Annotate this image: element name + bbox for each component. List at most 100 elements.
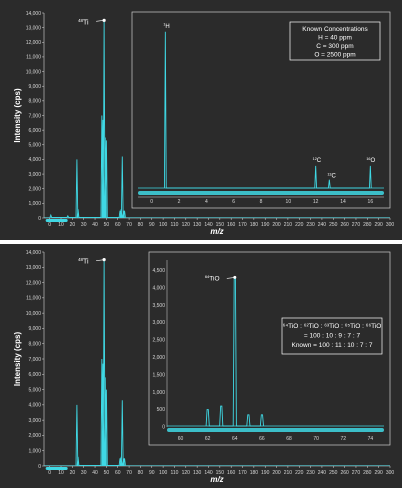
y-tick-label: 9,000 (28, 84, 41, 90)
y-tick-label: 9,000 (28, 326, 41, 332)
x-tick-label: 10 (58, 222, 64, 228)
inset-y-tick-label: 500 (157, 407, 166, 413)
x-tick-label: 280 (363, 470, 372, 476)
x-tick-label: 220 (295, 470, 304, 476)
y-axis-title: Intensity (cps) (13, 88, 22, 143)
x-tick-label: 50 (104, 470, 110, 476)
x-tick-label: 180 (250, 470, 259, 476)
inset-y-tick-label: 4,500 (152, 268, 165, 274)
legend-entry: C = 300 ppm (316, 43, 353, 50)
x-tick-label: 280 (363, 222, 372, 228)
inset-peak-marker-leader (226, 277, 235, 279)
x-tick-label: 100 (159, 470, 168, 476)
inset-peak-label: 64TiO (205, 274, 220, 282)
x-scrollbar-thumb[interactable] (45, 219, 68, 222)
inset-x-tick-label: 72 (341, 436, 347, 442)
y-tick-label: 4,000 (28, 403, 41, 409)
top-chart-svg: 0 1,000 2,000 3,000 4,000 5,000 6,000 7,000 8,00… (13, 11, 394, 236)
x-tick-label: 200 (272, 222, 281, 228)
y-tick-label: 14,000 (26, 11, 42, 17)
inset-frame (148, 251, 391, 446)
y-tick-label: 14,000 (26, 250, 42, 256)
peak-marker-leader (96, 20, 105, 22)
x-tick-label: 240 (318, 470, 327, 476)
x-tick-label: 220 (295, 222, 304, 228)
y-tick-label: 13,000 (26, 25, 42, 31)
y-tick-label: 7,000 (28, 357, 41, 363)
y-tick-label: 11,000 (26, 55, 41, 61)
x-tick-label: 90 (149, 470, 155, 476)
y-tick-label: 11,000 (26, 296, 41, 302)
isotope-ratio-line: Known = 100 : 11 : 10 : 7 : 7 (291, 342, 372, 349)
x-tick-label: 260 (340, 222, 349, 228)
x-tick-label: 60 (115, 222, 121, 228)
x-tick-label: 80 (138, 470, 144, 476)
y-tick-label: 12,000 (26, 40, 42, 46)
legend-entry: H = 40 ppm (318, 35, 352, 42)
y-tick-label: 12,000 (26, 280, 42, 286)
inset-x-tick-label: 16 (368, 199, 374, 205)
inset-peak-label: 12C (313, 157, 322, 164)
x-tick-label: 60 (115, 470, 121, 476)
x-tick-label: 10 (58, 470, 64, 476)
inset-x-tick-label: 70 (313, 436, 319, 442)
y-tick-label: 1,000 (28, 449, 41, 455)
x-tick-label: 110 (170, 470, 178, 476)
inset-x-tick-label: 68 (286, 436, 292, 442)
inset-x-tick-label: 14 (340, 199, 346, 205)
inset-x-tick-label: 62 (205, 436, 211, 442)
inset-x-tick-label: 6 (232, 199, 235, 205)
x-tick-label: 180 (250, 222, 259, 228)
y-tick-label: 5,000 (28, 387, 41, 393)
x-tick-label: 270 (352, 222, 361, 228)
inset-scrollbar[interactable] (138, 191, 384, 195)
inset-y-tick-label: 1,500 (152, 372, 165, 378)
legend-entry: O = 2500 ppm (314, 52, 355, 59)
inset-x-tick-label: 8 (260, 199, 263, 205)
x-tick-label: 200 (272, 470, 281, 476)
legend-title: Known Concentrations (302, 26, 368, 33)
x-tick-label: 150 (216, 222, 225, 228)
x-tick-label: 250 (329, 470, 338, 476)
spectrum-trace (75, 259, 126, 466)
x-tick-label: 100 (159, 222, 168, 228)
x-tick-label: 140 (204, 470, 213, 476)
x-tick-label: 290 (374, 470, 383, 476)
x-scrollbar-thumb[interactable] (45, 467, 68, 470)
x-tick-label: 190 (261, 470, 270, 476)
x-tick-label: 20 (70, 470, 76, 476)
x-tick-label: 30 (81, 470, 87, 476)
x-tick-label: 0 (48, 222, 51, 228)
inset-x-tick-label: 4 (205, 199, 208, 205)
x-tick-label: 120 (182, 222, 191, 228)
inset-x-tick-label: 0 (150, 199, 153, 205)
y-tick-label: 13,000 (26, 265, 42, 271)
y-tick-label: 3,000 (28, 172, 41, 178)
y-tick-label: 2,000 (28, 187, 41, 193)
y-tick-label: 6,000 (28, 372, 41, 378)
isotope-ratio-line: ⁶⁴TiO : ⁶²TiO : ⁶³TiO : ⁶⁵TiO : ⁶⁶TiO (283, 323, 382, 330)
x-tick-label: 80 (138, 222, 144, 228)
isotope-ratio-box (281, 317, 383, 355)
x-tick-label: 160 (227, 222, 236, 228)
peak-annotation-label: 48Ti (78, 257, 89, 265)
x-tick-label: 190 (261, 222, 270, 228)
peak-annotation-label: 48Ti (78, 18, 89, 26)
inset-x-tick-label: 10 (286, 199, 292, 205)
peak-marker-dot (102, 258, 106, 262)
x-tick-label: 240 (318, 222, 327, 228)
x-tick-label: 50 (104, 222, 110, 228)
y-tick-label: 0 (38, 216, 41, 222)
chart-panel-top: 0 1,000 2,000 3,000 4,000 5,000 6,000 7,000 8,00… (0, 0, 402, 240)
y-tick-label: 8,000 (28, 342, 41, 348)
y-tick-label: 10,000 (26, 311, 42, 317)
x-tick-label: 210 (284, 470, 293, 476)
inset-y-tick-label: 2,500 (152, 338, 165, 344)
x-tick-label: 70 (126, 470, 132, 476)
inset-scrollbar[interactable] (167, 428, 384, 432)
y-tick-label: 8,000 (28, 99, 41, 105)
isotope-ratio-line: = 100 : 10 : 9 : 7 : 7 (304, 333, 361, 340)
x-tick-label: 110 (170, 222, 178, 228)
inset-y-tick-label: 3,000 (152, 320, 165, 326)
inset-x-tick-label: 12 (313, 199, 319, 205)
